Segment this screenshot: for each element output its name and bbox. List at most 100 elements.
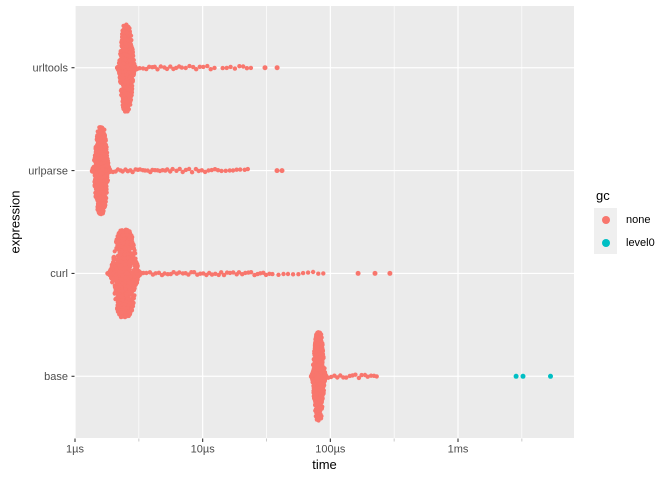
data-point bbox=[219, 270, 224, 275]
data-point bbox=[119, 310, 124, 315]
data-point bbox=[114, 266, 119, 271]
data-point bbox=[127, 229, 132, 234]
data-point bbox=[127, 263, 132, 268]
data-point bbox=[94, 184, 99, 189]
data-point bbox=[120, 288, 125, 294]
data-point bbox=[123, 37, 128, 42]
data-point bbox=[232, 66, 238, 71]
data-point bbox=[236, 270, 242, 275]
data-point bbox=[312, 395, 318, 400]
data-point bbox=[123, 262, 128, 267]
data-point bbox=[314, 364, 319, 369]
data-point bbox=[110, 280, 115, 285]
data-point bbox=[128, 75, 133, 80]
data-point bbox=[313, 335, 318, 340]
data-point bbox=[125, 232, 130, 237]
data-point bbox=[319, 341, 324, 347]
data-point bbox=[131, 301, 136, 306]
data-point bbox=[119, 263, 124, 268]
data-point bbox=[120, 47, 126, 52]
data-point bbox=[147, 270, 153, 275]
data-point bbox=[131, 246, 136, 251]
data-point bbox=[103, 197, 108, 202]
legend-title: gc bbox=[596, 188, 610, 203]
data-point bbox=[183, 65, 188, 71]
legend-label-none: none bbox=[626, 213, 651, 226]
data-point bbox=[205, 63, 210, 69]
data-point bbox=[102, 202, 107, 207]
data-point bbox=[296, 272, 301, 277]
data-point bbox=[318, 388, 323, 393]
data-point bbox=[99, 150, 104, 155]
data-point bbox=[230, 168, 236, 173]
data-point bbox=[105, 163, 110, 168]
data-point bbox=[130, 280, 135, 286]
data-point bbox=[122, 251, 127, 257]
data-point bbox=[129, 240, 134, 245]
data-point bbox=[100, 167, 105, 172]
data-point bbox=[114, 291, 119, 296]
x-tick-label: 1µs bbox=[66, 444, 84, 456]
y-tick-label: base bbox=[44, 371, 68, 383]
data-point bbox=[155, 67, 160, 72]
data-point bbox=[312, 391, 317, 396]
data-point bbox=[314, 357, 319, 363]
x-tick-label: 10µs bbox=[191, 444, 216, 456]
data-point bbox=[124, 270, 130, 275]
data-point bbox=[130, 83, 135, 88]
data-point bbox=[103, 186, 108, 191]
data-point bbox=[224, 65, 229, 71]
data-point bbox=[310, 269, 316, 275]
x-axis-title: time bbox=[312, 457, 337, 472]
legend-dot-none-icon bbox=[601, 215, 610, 224]
data-point bbox=[317, 335, 322, 340]
data-point bbox=[199, 168, 204, 173]
data-point bbox=[202, 169, 208, 175]
data-point bbox=[320, 396, 325, 401]
data-point bbox=[177, 166, 182, 172]
data-point bbox=[118, 252, 123, 257]
data-point bbox=[98, 137, 103, 142]
data-point bbox=[548, 373, 553, 379]
data-point bbox=[120, 233, 125, 238]
data-point bbox=[316, 271, 321, 276]
data-point bbox=[124, 72, 129, 77]
data-point bbox=[520, 373, 526, 379]
data-point bbox=[372, 270, 378, 276]
data-point bbox=[223, 168, 228, 173]
data-point bbox=[186, 272, 191, 277]
data-point bbox=[318, 330, 323, 335]
data-point bbox=[110, 260, 116, 265]
data-point bbox=[121, 94, 126, 99]
data-point bbox=[117, 288, 122, 293]
data-point bbox=[344, 375, 349, 380]
data-point bbox=[114, 247, 119, 252]
data-point bbox=[124, 44, 129, 49]
data-point bbox=[132, 260, 137, 265]
data-point bbox=[187, 63, 192, 69]
data-point bbox=[237, 63, 242, 69]
data-point bbox=[129, 297, 134, 302]
data-point bbox=[322, 372, 327, 377]
data-point bbox=[93, 149, 98, 155]
data-point bbox=[133, 281, 138, 286]
data-point bbox=[129, 90, 135, 95]
data-point bbox=[123, 98, 128, 103]
data-point bbox=[127, 267, 132, 272]
legend-dot-level0-icon bbox=[601, 238, 610, 247]
data-point bbox=[213, 271, 218, 276]
data-point bbox=[123, 25, 128, 30]
data-point bbox=[248, 270, 254, 275]
data-point bbox=[228, 64, 233, 70]
data-point bbox=[208, 67, 213, 72]
data-point bbox=[119, 294, 124, 299]
x-tick-label: 1ms bbox=[448, 444, 469, 456]
data-point bbox=[130, 54, 135, 59]
data-point bbox=[309, 373, 314, 378]
data-point bbox=[356, 375, 362, 381]
data-point bbox=[319, 385, 324, 390]
data-point bbox=[128, 274, 133, 279]
data-point bbox=[123, 246, 128, 251]
data-point bbox=[127, 26, 132, 31]
data-point bbox=[130, 169, 135, 175]
